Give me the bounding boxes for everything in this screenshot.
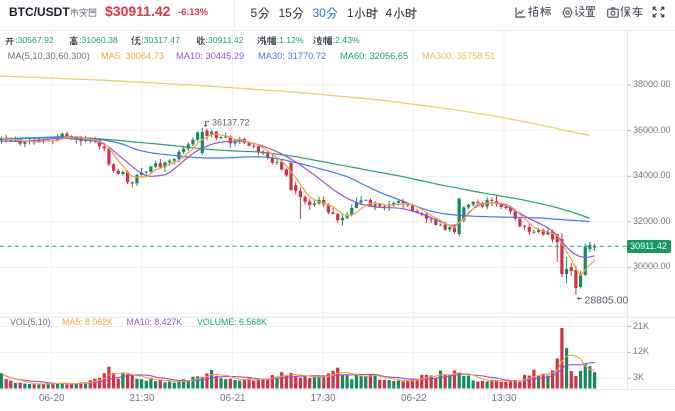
svg-text:28805.00: 28805.00 <box>585 295 629 307</box>
svg-text:36137.72: 36137.72 <box>212 117 250 127</box>
